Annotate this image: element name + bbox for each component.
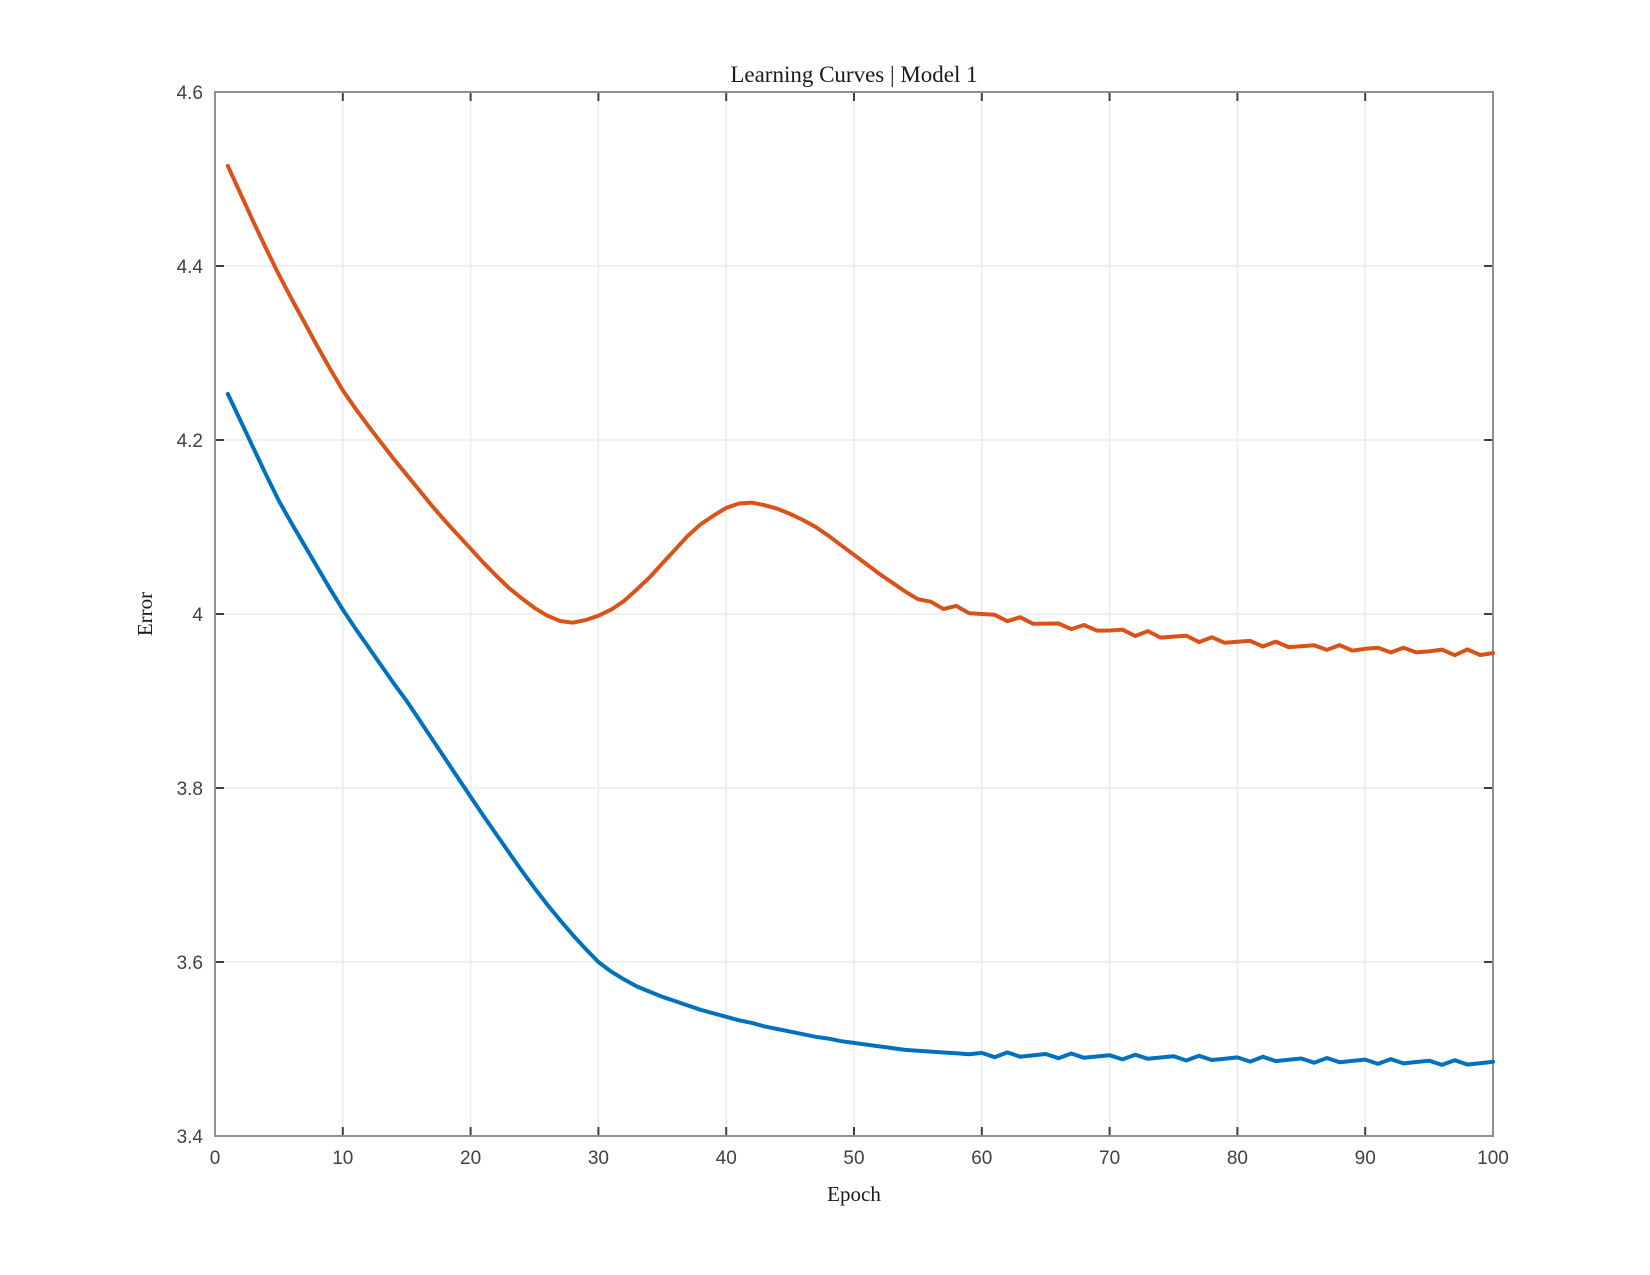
chart-title: Learning Curves | Model 1 bbox=[730, 62, 977, 87]
y-tick-label: 4.2 bbox=[177, 431, 203, 452]
x-tick-label: 90 bbox=[1355, 1148, 1376, 1169]
x-tick-label: 0 bbox=[210, 1148, 221, 1169]
x-tick-labels: 0 10 20 30 40 50 60 70 80 90 100 bbox=[210, 1148, 1509, 1169]
x-tick-label: 80 bbox=[1227, 1148, 1248, 1169]
series-lines bbox=[225, 163, 1495, 1067]
x-tick-label: 50 bbox=[843, 1148, 864, 1169]
y-tick-label: 4.6 bbox=[177, 83, 203, 104]
y-tick-labels: 3.4 3.6 3.8 4 4.2 4.4 4.6 bbox=[177, 83, 204, 1148]
curve-series-2 bbox=[225, 163, 1495, 658]
y-axis-label: Error bbox=[133, 592, 157, 636]
axes-box bbox=[214, 91, 1494, 1137]
x-tick-label: 10 bbox=[332, 1148, 353, 1169]
x-tick-label: 20 bbox=[460, 1148, 481, 1169]
x-tick-label: 70 bbox=[1099, 1148, 1120, 1169]
x-tick-label: 30 bbox=[588, 1148, 609, 1169]
curve-series-1 bbox=[225, 391, 1495, 1067]
x-tick-label: 40 bbox=[716, 1148, 737, 1169]
y-tick-label: 3.8 bbox=[177, 779, 203, 800]
x-tick-label: 100 bbox=[1477, 1148, 1509, 1169]
y-tick-label: 4.4 bbox=[177, 257, 204, 278]
x-axis-label: Epoch bbox=[827, 1182, 881, 1206]
x-tick-label: 60 bbox=[971, 1148, 992, 1169]
y-tick-label: 3.4 bbox=[177, 1127, 204, 1148]
gridlines bbox=[214, 91, 1494, 1137]
y-tick-label: 4 bbox=[192, 605, 203, 626]
y-tick-label: 3.6 bbox=[177, 953, 203, 974]
